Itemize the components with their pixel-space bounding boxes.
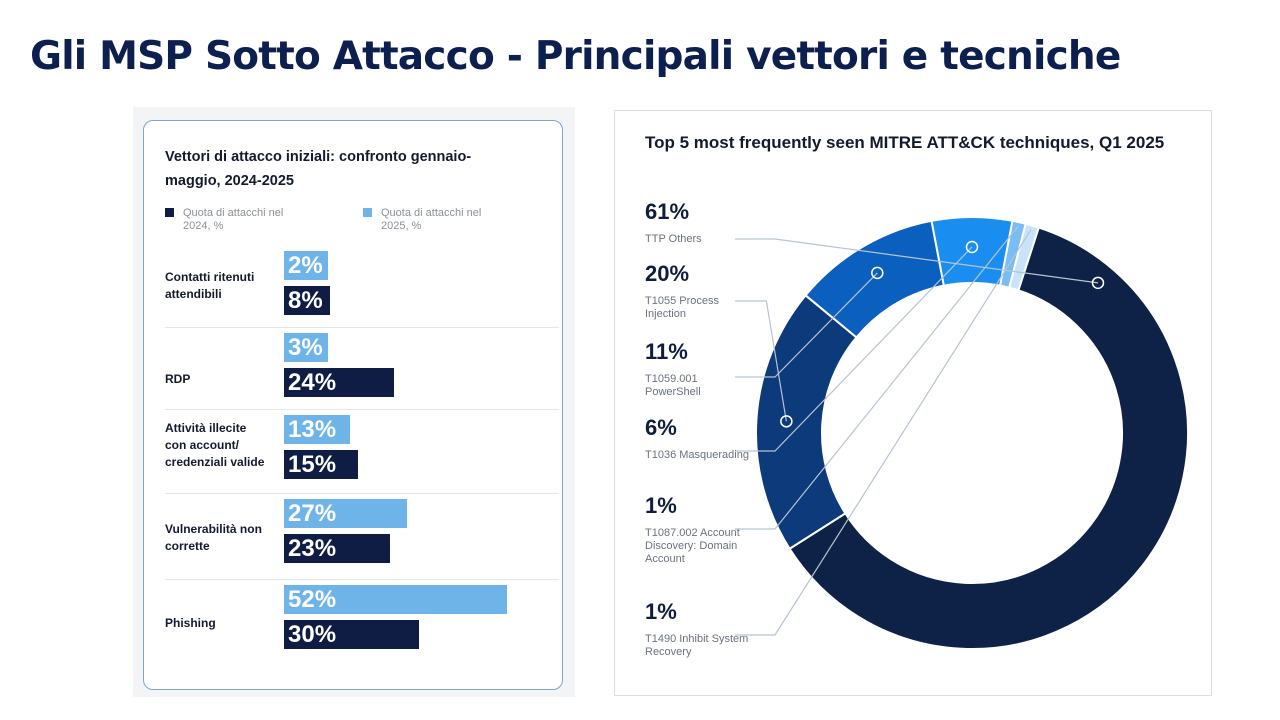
slice-marker — [780, 415, 793, 428]
donut-slice — [788, 226, 1189, 650]
slice-percent-label: 20% — [645, 261, 690, 286]
slice-technique-label: T1490 Inhibit System Recovery — [645, 633, 749, 658]
donut-slice — [755, 293, 858, 551]
bar-2025: 27% — [284, 499, 407, 528]
leader-line — [735, 238, 1099, 284]
slice-technique-label: T1087.002 Account Discovery: Domain Acco… — [645, 527, 740, 565]
slice-technique-label: T1059.001 PowerShell — [645, 373, 701, 398]
slice-percent-label: 6% — [645, 415, 677, 440]
mitre-techniques-title: Top 5 most frequently seen MITRE ATT&CK … — [645, 133, 1165, 152]
group-separator — [165, 493, 559, 494]
attack-vectors-title: Vettori di attacco iniziali: confronto g… — [165, 149, 472, 189]
bar-2024: 30% — [284, 620, 419, 649]
donut-slice — [930, 216, 1014, 287]
donut-chart — [735, 216, 1189, 650]
bar-2024: 23% — [284, 534, 391, 563]
bar-2024: 8% — [284, 286, 331, 315]
slice-percent-label: 61% — [645, 199, 690, 224]
leader-line — [735, 300, 787, 422]
slice-technique-label: T1036 Masquerading — [645, 449, 749, 461]
category-label: Phishing — [165, 616, 216, 630]
category-label: Attività illecite con account/ credenzia… — [165, 421, 265, 469]
bar-2024: 24% — [284, 368, 395, 397]
donut-slice — [1008, 222, 1041, 292]
category-label: Contatti ritenuti attendibili — [165, 270, 255, 301]
leader-line — [735, 246, 973, 452]
slice-percent-label: 11% — [645, 339, 688, 364]
attack-vectors-panel: Vettori di attacco iniziali: confronto g… — [143, 120, 563, 690]
leader-line — [735, 272, 878, 378]
leader-line — [735, 229, 1032, 636]
category-label: RDP — [165, 372, 191, 386]
bar-2025: 2% — [284, 251, 328, 280]
slice-marker — [965, 240, 979, 254]
slice-technique-label: TTP Others — [645, 233, 702, 245]
legend-swatch-2025 — [363, 208, 372, 217]
slice-marker — [871, 266, 884, 280]
group-separator — [165, 409, 559, 410]
legend-label-2025: Quota di attacchi nel 2025, % — [381, 207, 482, 232]
category-label: Vulnerabilità non corrette — [165, 522, 262, 553]
mitre-techniques-panel: Top 5 most frequently seen MITRE ATT&CK … — [614, 110, 1212, 696]
group-separator — [165, 327, 559, 328]
slide-title: Gli MSP Sotto Attacco - Principali vetto… — [30, 34, 1121, 79]
leader-line — [735, 225, 1019, 530]
bar-2024: 15% — [284, 450, 359, 479]
bar-2025: 3% — [284, 333, 328, 362]
slice-technique-label: T1055 Process Injection — [645, 295, 719, 320]
group-separator — [165, 579, 559, 580]
legend-label-2024: Quota di attacchi nel 2024, % — [183, 207, 284, 232]
legend-swatch-2024 — [165, 208, 174, 217]
slice-percent-label: 1% — [645, 493, 677, 518]
bar-2025: 52% — [284, 585, 508, 614]
slice-marker — [1091, 276, 1105, 290]
bar-2025: 13% — [284, 415, 351, 444]
slice-percent-label: 1% — [645, 599, 677, 624]
